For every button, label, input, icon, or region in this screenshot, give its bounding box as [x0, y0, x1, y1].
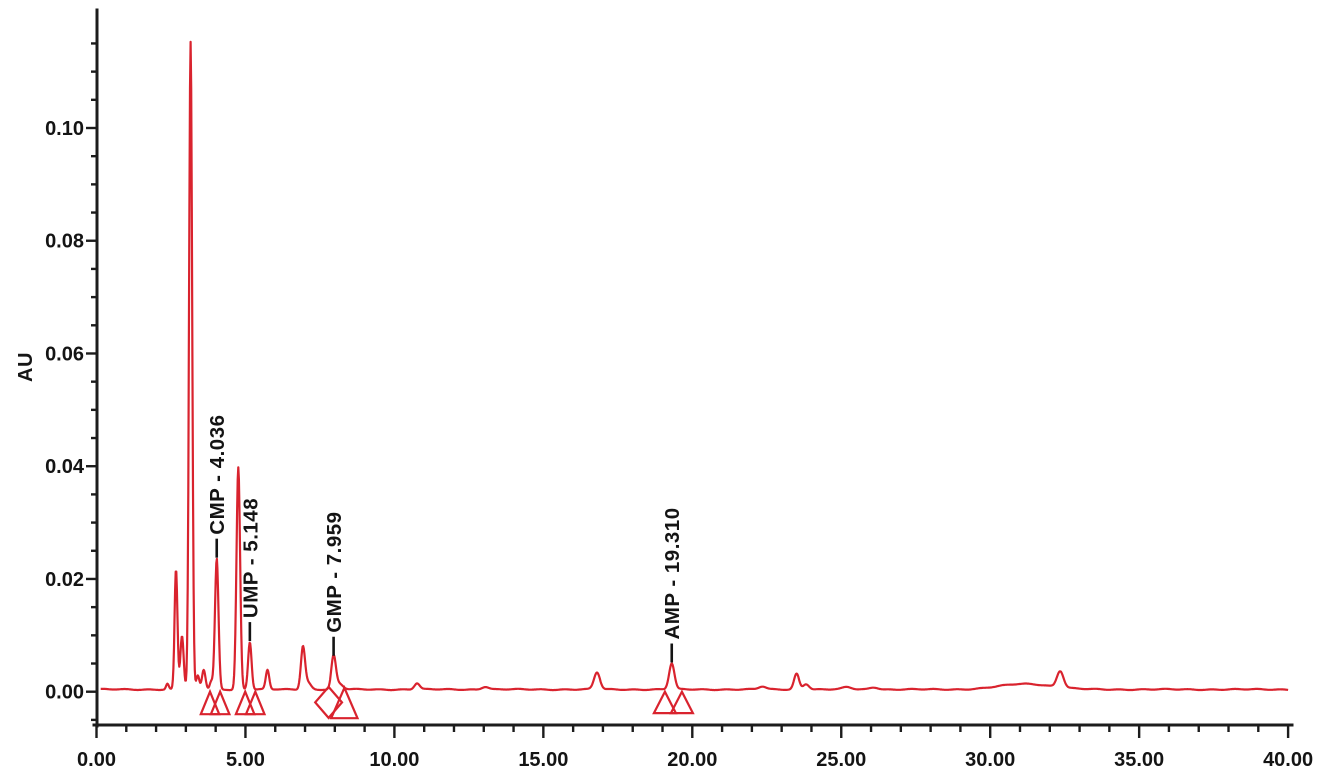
x-tick-label: 5.00	[226, 749, 265, 771]
peak-label-GMP: GMP - 7.959	[323, 511, 346, 632]
integration-triangle-marker	[209, 688, 232, 716]
y-tick-label: 0.10	[45, 118, 84, 140]
integration-triangle-marker	[329, 685, 360, 720]
x-tick-label: 30.00	[965, 749, 1015, 771]
y-tick-label: 0.02	[45, 569, 84, 591]
peak-label-CMP: CMP - 4.036	[206, 414, 229, 534]
x-tick-label: 20.00	[667, 749, 717, 771]
y-tick-label: 0.04	[45, 456, 85, 478]
y-tick-label: 0.06	[45, 343, 84, 365]
x-tick-label: 40.00	[1263, 749, 1313, 771]
y-tick-label: 0.00	[45, 682, 84, 704]
chromatogram-trace	[100, 40, 1289, 692]
integration-triangle-marker	[669, 689, 695, 715]
peak-labels: CMP - 4.036 UMP - 5.148 GMP - 7.959 AMP - 1…	[206, 414, 684, 663]
integration-triangle-marker	[652, 689, 678, 715]
y-tick-label: 0.08	[45, 231, 84, 253]
axes	[92, 8, 1294, 728]
x-tick-label: 25.00	[816, 749, 866, 771]
x-tick-label: 0.00	[77, 749, 116, 771]
y-axis-unit-label: AU	[15, 352, 37, 382]
integration-markers	[199, 685, 695, 720]
peak-label-AMP: AMP - 19.310	[661, 507, 684, 639]
x-tick-label: 15.00	[518, 749, 568, 771]
integration-diamond-marker	[313, 685, 344, 720]
x-axis-ticks: 0.00 5.00 10.00 15.00 20.00 25.00 30.00 35.00 40…	[77, 725, 1313, 771]
x-tick-label: 35.00	[1114, 749, 1164, 771]
peak-label-UMP: UMP - 5.148	[239, 498, 262, 618]
integration-triangle-marker	[244, 688, 267, 716]
y-axis-ticks: 0.00 0.02 0.04 0.06 0.08 0.10	[45, 42, 97, 722]
x-tick-label: 10.00	[369, 749, 419, 771]
